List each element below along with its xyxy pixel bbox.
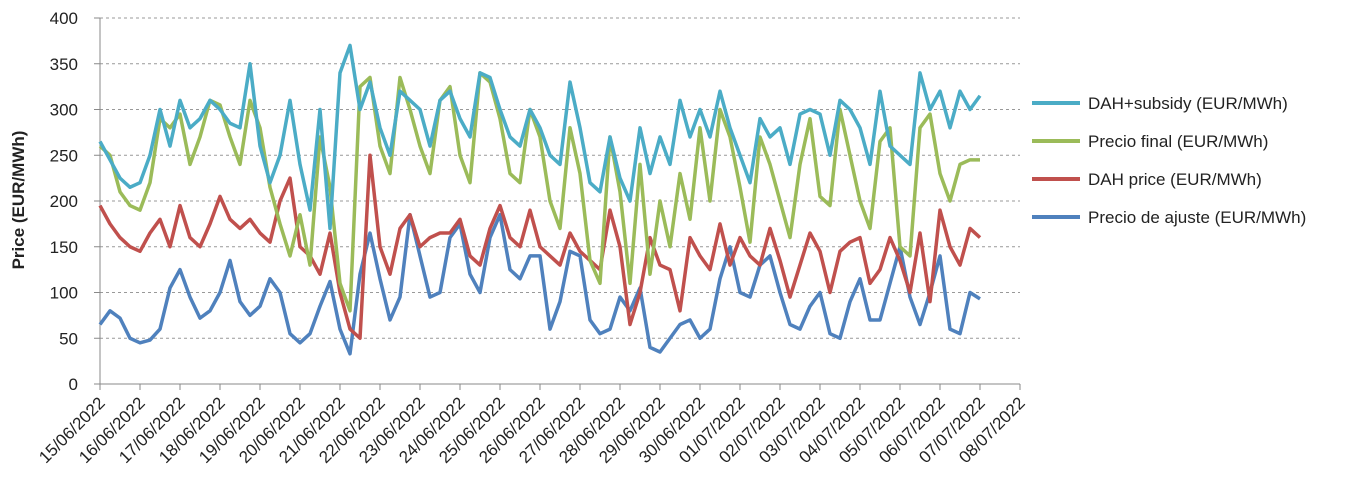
legend-label: DAH price (EUR/MWh) [1088, 170, 1262, 189]
y-axis-label: Price (EUR/MWh) [9, 131, 28, 270]
y-tick-label: 200 [50, 192, 78, 211]
y-tick-label: 150 [50, 238, 78, 257]
y-tick-label: 100 [50, 284, 78, 303]
y-tick-label: 50 [59, 329, 78, 348]
series-line [98, 153, 982, 340]
legend-label: Precio de ajuste (EUR/MWh) [1088, 208, 1306, 227]
y-tick-label: 400 [50, 9, 78, 28]
series-line [98, 43, 982, 231]
y-tick-label: 0 [69, 375, 78, 394]
y-tick-label: 300 [50, 101, 78, 120]
legend-label: DAH+subsidy (EUR/MWh) [1088, 94, 1288, 113]
series-line [98, 71, 980, 313]
y-tick-label: 350 [50, 55, 78, 74]
y-tick-label: 250 [50, 146, 78, 165]
series-line [98, 212, 981, 356]
legend-label: Precio final (EUR/MWh) [1088, 132, 1268, 151]
